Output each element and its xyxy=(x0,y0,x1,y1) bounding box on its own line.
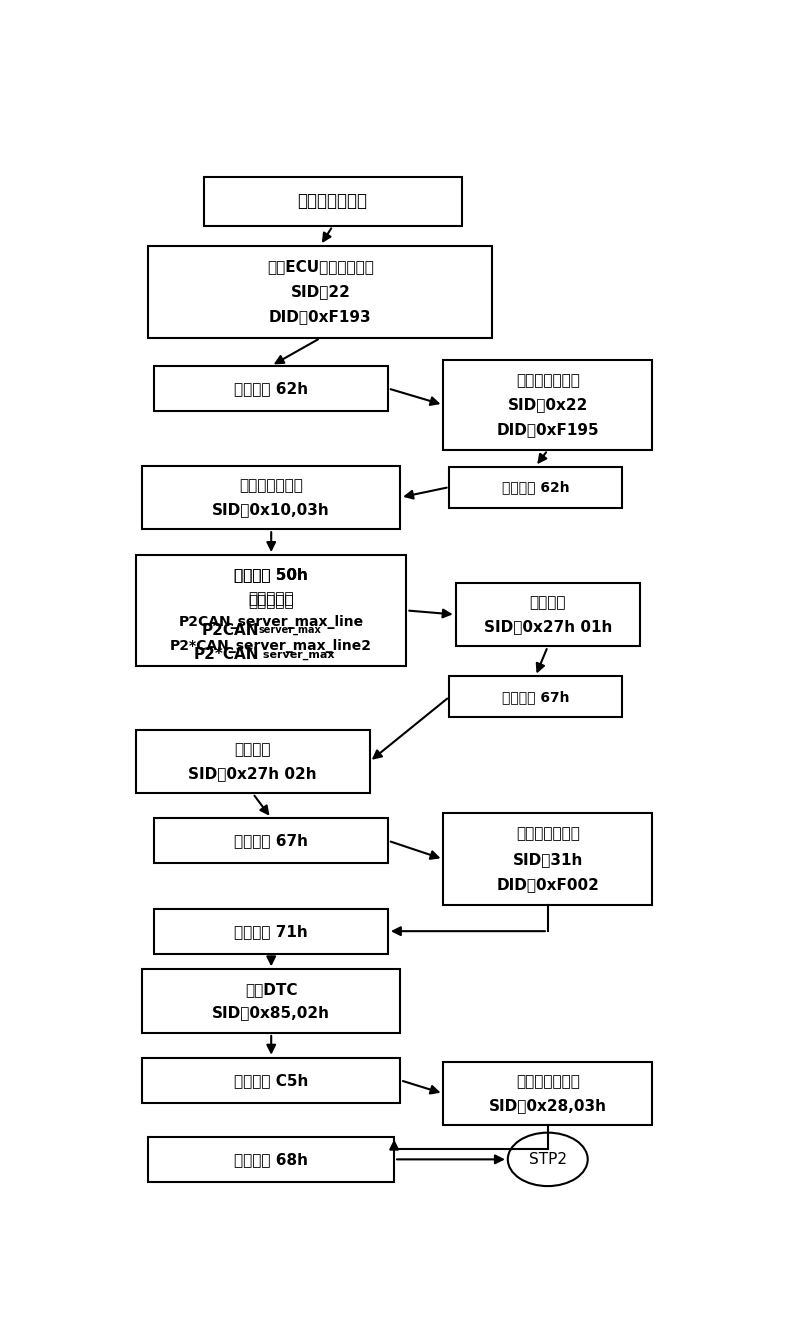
Text: 肯定响应 C5h: 肯定响应 C5h xyxy=(234,1073,308,1088)
Text: 定时参数：: 定时参数： xyxy=(248,594,294,609)
Text: DID：0xF195: DID：0xF195 xyxy=(496,422,599,437)
Text: 肯定响应 68h: 肯定响应 68h xyxy=(234,1152,308,1167)
FancyBboxPatch shape xyxy=(142,969,400,1033)
Text: P2CAN_server_max_line: P2CAN_server_max_line xyxy=(178,615,364,629)
FancyBboxPatch shape xyxy=(142,466,400,529)
Text: P2*CAN_server_max_line2: P2*CAN_server_max_line2 xyxy=(170,639,372,653)
Text: 定时参数：: 定时参数： xyxy=(248,591,294,606)
Text: SID：31h: SID：31h xyxy=(512,852,583,866)
FancyBboxPatch shape xyxy=(450,466,622,507)
Text: SID：0x28,03h: SID：0x28,03h xyxy=(488,1097,607,1113)
Text: P2*CAN: P2*CAN xyxy=(193,647,259,662)
Text: DID：0xF193: DID：0xF193 xyxy=(269,310,372,324)
FancyBboxPatch shape xyxy=(142,1057,400,1103)
Text: 肯定响应 62h: 肯定响应 62h xyxy=(502,481,569,494)
FancyBboxPatch shape xyxy=(443,359,652,450)
Text: 肯定响应 50h: 肯定响应 50h xyxy=(234,567,308,582)
Text: 禁用DTC: 禁用DTC xyxy=(245,981,297,997)
Text: 肯定响应 50h: 肯定响应 50h xyxy=(234,567,308,582)
FancyBboxPatch shape xyxy=(443,813,652,905)
Ellipse shape xyxy=(508,1132,588,1185)
Text: 请求种子: 请求种子 xyxy=(530,595,566,610)
Text: SID：22: SID：22 xyxy=(290,284,351,299)
Text: 开始重编程序列: 开始重编程序列 xyxy=(297,192,368,211)
FancyBboxPatch shape xyxy=(450,677,622,717)
Text: P2CAN: P2CAN xyxy=(201,623,259,638)
Text: 读取软件版本号: 读取软件版本号 xyxy=(515,372,580,387)
Text: SID：0x27h 01h: SID：0x27h 01h xyxy=(484,619,612,634)
FancyBboxPatch shape xyxy=(136,730,370,793)
FancyBboxPatch shape xyxy=(155,909,388,953)
Text: 肯定响应 71h: 肯定响应 71h xyxy=(234,924,308,939)
Text: DID：0xF002: DID：0xF002 xyxy=(496,877,600,892)
Text: SID：0x27h 02h: SID：0x27h 02h xyxy=(189,766,317,781)
Text: SID：0x22: SID：0x22 xyxy=(508,398,588,413)
Text: SID：0x85,02h: SID：0x85,02h xyxy=(213,1005,330,1020)
Text: server_max: server_max xyxy=(259,625,322,635)
FancyBboxPatch shape xyxy=(148,1136,394,1181)
Text: 发送密钥: 发送密钥 xyxy=(235,742,271,757)
Text: 切换到扩展会话: 切换到扩展会话 xyxy=(239,478,303,493)
FancyBboxPatch shape xyxy=(136,555,407,666)
FancyBboxPatch shape xyxy=(155,366,388,411)
Text: server_max: server_max xyxy=(259,650,335,659)
Text: SID：0x10,03h: SID：0x10,03h xyxy=(213,502,330,517)
Text: 肯定响应 67h: 肯定响应 67h xyxy=(234,833,308,848)
FancyBboxPatch shape xyxy=(443,1061,652,1125)
FancyBboxPatch shape xyxy=(155,818,388,864)
Text: 读取ECU的硬件版本号: 读取ECU的硬件版本号 xyxy=(267,259,374,274)
FancyBboxPatch shape xyxy=(204,176,462,226)
Text: STP2: STP2 xyxy=(529,1152,567,1167)
FancyBboxPatch shape xyxy=(148,246,492,338)
Text: 检查预编程条件: 检查预编程条件 xyxy=(515,826,580,841)
FancyBboxPatch shape xyxy=(455,582,640,646)
Text: 肯定响应 62h: 肯定响应 62h xyxy=(234,380,308,396)
Text: 禁用非诊断通信: 禁用非诊断通信 xyxy=(515,1075,580,1089)
Text: 肯定响应 67h: 肯定响应 67h xyxy=(502,690,569,704)
